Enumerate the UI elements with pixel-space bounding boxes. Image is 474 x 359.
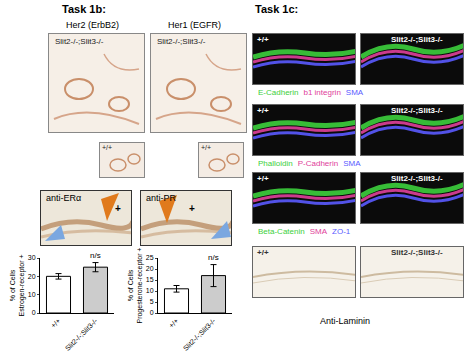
html-text:ZO-1: ZO-1 — [332, 227, 351, 236]
html-text:Phalloidin: Phalloidin — [258, 159, 293, 168]
svg-text:5: 5 — [150, 298, 154, 305]
html-text:Task 1c:: Task 1c: — [255, 3, 299, 15]
html-text:Beta-Catenin: Beta-Catenin — [258, 227, 305, 236]
svg-text:0: 0 — [32, 309, 36, 316]
html-text:Her1 (EGFR): Her1 (EGFR) — [168, 20, 221, 30]
html-text:E-Cadherin: E-Cadherin — [258, 88, 299, 97]
html-text:anti-ERα: anti-ERα — [46, 193, 82, 203]
svg-text:10: 10 — [146, 287, 154, 294]
svg-text:25: 25 — [146, 254, 154, 261]
html-text:SMA: SMA — [309, 227, 327, 236]
svg-text:n/s: n/s — [90, 251, 101, 260]
html-text:Slit2-/-;Slit3-/-: Slit2-/-;Slit3-/- — [391, 174, 443, 183]
html-text:anti-PR: anti-PR — [146, 193, 176, 203]
html-text:Task 1b:: Task 1b: — [62, 3, 106, 15]
html-text:Anti-Laminin: Anti-Laminin — [320, 316, 370, 326]
html-text:Slit2-/-;Slit3-/-: Slit2-/-;Slit3-/- — [391, 248, 443, 257]
html-text:Slit2-/-;Slit3-/-: Slit2-/-;Slit3-/- — [157, 37, 206, 46]
svg-text:10: 10 — [28, 291, 36, 298]
html-text:Slit2-/-;Slit3-/-: Slit2-/-;Slit3-/- — [55, 37, 104, 46]
html-text:SMA: SMA — [345, 88, 364, 97]
svg-text:+/+: +/+ — [50, 317, 62, 329]
svg-text:n/s: n/s — [208, 253, 219, 262]
html-text:Slit2-/-;Slit3-/-: Slit2-/-;Slit3-/- — [391, 35, 443, 44]
html-text:Slit2-/-;Slit3-/-: Slit2-/-;Slit3-/- — [391, 106, 443, 115]
svg-text:% of CellsProgesterone-recepto: % of CellsProgesterone-receptor + — [127, 248, 144, 324]
svg-text:Slit2-/-;Slit3-/-: Slit2-/-;Slit3-/- — [182, 317, 217, 352]
html-text:b1 integrin: b1 integrin — [303, 88, 341, 97]
html-text:SMA: SMA — [343, 159, 361, 168]
svg-text:0: 0 — [150, 309, 154, 316]
svg-text:30: 30 — [28, 254, 36, 261]
svg-text:20: 20 — [146, 265, 154, 272]
svg-text:% of CellsEstrogen-receptor +: % of CellsEstrogen-receptor + — [9, 254, 26, 316]
html-text:Her2 (ErbB2): Her2 (ErbB2) — [66, 20, 119, 30]
html-text:P-Cadherin: P-Cadherin — [297, 159, 339, 168]
svg-text:+/+: +/+ — [168, 317, 180, 329]
svg-text:Slit2-/-;Slit3-/-: Slit2-/-;Slit3-/- — [64, 317, 99, 352]
svg-text:20: 20 — [28, 273, 36, 280]
svg-text:15: 15 — [146, 276, 154, 283]
